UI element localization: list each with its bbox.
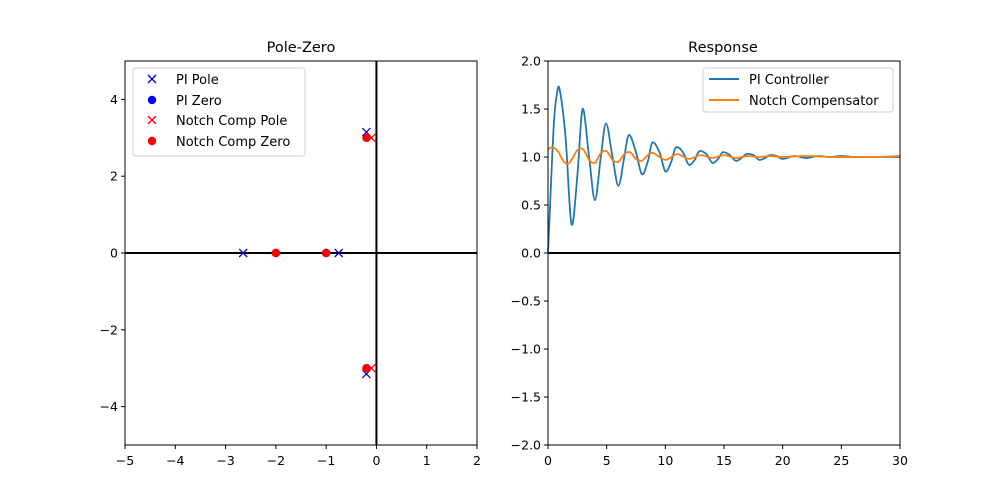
legend-label-pi-pole: PI Pole — [176, 73, 219, 88]
pole-zero-frame — [124, 60, 478, 446]
response-frame — [547, 60, 901, 446]
chart1-y-tick-label: 0.0 — [521, 246, 541, 261]
chart0-y-tick-label: 4 — [110, 92, 118, 107]
pole-zero-legend: PI Pole PI Zero Notch Comp Pole Notch Co… — [132, 67, 306, 157]
notch-comp-zero-marker — [321, 248, 331, 258]
pole-zero-title: Pole-Zero — [267, 40, 336, 56]
chart1-x-tick-label: 20 — [775, 453, 791, 468]
pi-pole-marker — [334, 248, 344, 258]
response-legend: PI Controller Notch Compensator — [702, 67, 894, 113]
pi-pole-marker — [238, 248, 248, 258]
response-plot-area — [547, 85, 901, 254]
chart0-x-tick-label: 0 — [372, 453, 380, 468]
chart0-y-tick-label: 0 — [110, 246, 118, 261]
chart0-x-tick-label: 1 — [423, 453, 431, 468]
chart0-x-tick-label: −5 — [116, 453, 134, 468]
chart1-y-tick-label: −1.0 — [511, 342, 541, 357]
chart1-x-tick-label: 5 — [603, 453, 611, 468]
chart1-y-tick-label: 1.0 — [521, 150, 541, 165]
chart0-y-tick-label: −2 — [100, 322, 118, 337]
response-title: Response — [688, 40, 758, 56]
chart0-y-tick-label: −4 — [100, 399, 118, 414]
notch-comp-zero-marker — [362, 364, 371, 373]
legend-label-notch-compensator: Notch Compensator — [749, 94, 879, 109]
chart1-x-tick-label: 15 — [716, 453, 732, 468]
chart1-x-tick-label: 30 — [892, 453, 908, 468]
chart1-y-tick-label: −0.5 — [511, 294, 541, 309]
notch-comp-zero-marker — [271, 248, 281, 258]
pole-zero-plot-area — [125, 61, 477, 445]
legend-marker-pi-pole — [147, 74, 157, 84]
legend-label-pi-zero: PI Zero — [176, 94, 222, 109]
legend-label-pi-controller: PI Controller — [749, 73, 829, 88]
chart0-x-tick-label: −1 — [317, 453, 335, 468]
legend-label-notch-comp-pole: Notch Comp Pole — [176, 114, 287, 129]
chart1-y-tick-label: 2.0 — [521, 54, 541, 69]
chart0-x-tick-label: 2 — [473, 453, 481, 468]
chart1-y-tick-label: −1.5 — [511, 390, 541, 405]
response-legend-box — [702, 67, 894, 113]
chart0-x-tick-label: −4 — [166, 453, 184, 468]
chart0-x-tick-label: −3 — [216, 453, 234, 468]
pole-zero-legend-box — [132, 67, 306, 157]
chart1-x-tick-label: 0 — [544, 453, 552, 468]
chart1-x-tick-label: 25 — [833, 453, 849, 468]
notch-compensator-line — [547, 146, 901, 165]
legend-marker-notch-comp-pole — [147, 115, 157, 125]
response-ticks: 0 5 10 15 20 25 30 −2.0 −1.5 −1.0 −0.5 0.0 0.5 1.0 1.5… — [511, 54, 908, 469]
chart0-y-tick-label: 2 — [110, 169, 118, 184]
legend-marker-notch-comp-zero — [147, 136, 157, 146]
chart1-y-tick-label: 0.5 — [521, 198, 541, 213]
chart1-x-tick-label: 10 — [657, 453, 673, 468]
legend-label-notch-comp-zero: Notch Comp Zero — [176, 135, 290, 150]
notch-comp-zero-marker — [362, 133, 371, 142]
legend-marker-pi-zero — [147, 95, 157, 105]
chart1-y-tick-label: −2.0 — [511, 438, 541, 453]
response-chart: Response 0 5 10 15 20 25 30 −2.0 −1.5 −1.0 −0.5 0.0… — [511, 40, 908, 468]
pole-zero-chart: Pole-Zero −5 −4 −3 −2 −1 0 1 2 −4 −2 0 2 4 PI Pole P… — [100, 40, 481, 468]
chart0-x-tick-label: −2 — [267, 453, 285, 468]
pole-zero-ticks: −5 −4 −3 −2 −1 0 1 2 −4 −2 0 2 4 — [100, 92, 481, 468]
chart1-y-tick-label: 1.5 — [521, 102, 541, 117]
